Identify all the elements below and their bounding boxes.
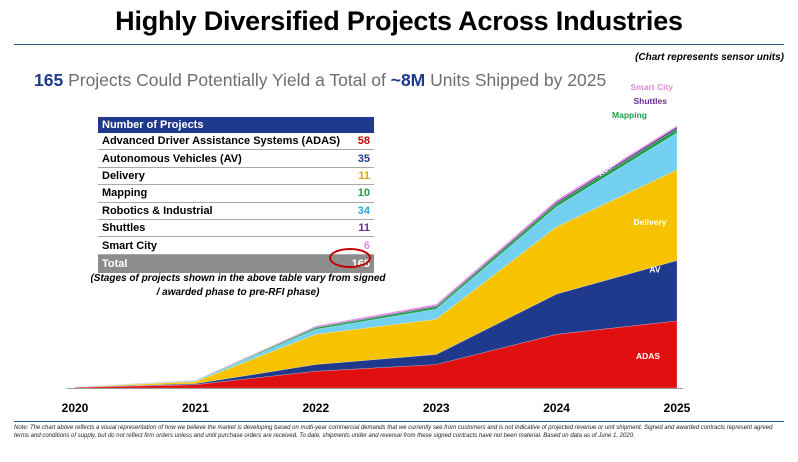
table-row-delivery: Delivery 11 xyxy=(98,167,374,186)
total-highlight-oval xyxy=(329,248,371,268)
area-label-smart-city: Smart City xyxy=(630,82,673,92)
x-tick-label-2023: 2023 xyxy=(423,401,450,415)
page-title: Highly Diversified Projects Across Indus… xyxy=(115,6,683,36)
row-label: Smart City xyxy=(98,236,345,255)
row-label: Robotics & Industrial xyxy=(98,202,345,220)
projects-table-title: Number of Projects xyxy=(98,117,374,133)
headline-unit-total: ~8M xyxy=(390,70,426,90)
total-label: Total xyxy=(98,254,345,273)
x-tick-label-2024: 2024 xyxy=(543,401,570,415)
headline-text-1: Projects Could Potentially Yield a Total… xyxy=(63,70,391,90)
footnote-divider xyxy=(14,421,784,422)
x-tick-label-2025: 2025 xyxy=(664,401,691,415)
x-tick-label-2022: 2022 xyxy=(302,401,329,415)
row-value: 11 xyxy=(344,219,374,238)
area-label-shuttles: Shuttles xyxy=(633,96,667,106)
area-smart-city xyxy=(74,124,678,388)
row-label: Mapping xyxy=(98,184,345,203)
area-label-av: AV xyxy=(649,265,661,275)
area-shuttles xyxy=(74,126,678,388)
area-label-mapping: Mapping xyxy=(612,110,647,120)
x-tick-label-2021: 2021 xyxy=(182,401,209,415)
footnote: Note: The chart above reflects a visual … xyxy=(14,425,773,439)
stages-note: (Stages of projects shown in the above t… xyxy=(90,273,386,298)
row-label: Autonomous Vehicles (AV) xyxy=(98,149,345,168)
row-label: Advanced Driver Assistance Systems (ADAS… xyxy=(98,133,345,151)
area-label-adas: ADAS xyxy=(636,351,660,361)
projects-table: Number of Projects Advanced Driver Assis… xyxy=(98,117,374,273)
table-row-av: Autonomous Vehicles (AV) 35 xyxy=(98,149,374,168)
row-value: 35 xyxy=(344,149,374,168)
headline: 165 Projects Could Potentially Yield a T… xyxy=(34,70,606,91)
row-label: Shuttles xyxy=(98,219,345,238)
table-row-mapping: Mapping 10 xyxy=(98,184,374,203)
table-row-shuttles: Shuttles 11 xyxy=(98,219,374,238)
projects-table-header: Number of Projects xyxy=(98,117,374,133)
area-av xyxy=(74,260,678,388)
row-value: 11 xyxy=(344,167,374,186)
row-value: 58 xyxy=(344,133,374,151)
title-divider xyxy=(14,44,784,45)
chart-note: (Chart represents sensor units) xyxy=(635,52,784,63)
headline-project-count: 165 xyxy=(34,70,64,90)
row-label: Delivery xyxy=(98,167,345,186)
x-tick-label-2020: 2020 xyxy=(62,401,89,415)
area-delivery xyxy=(74,169,678,388)
area-label-delivery: Delivery xyxy=(633,217,666,227)
table-row-adas: Advanced Driver Assistance Systems (ADAS… xyxy=(98,133,374,151)
table-row-robotics: Robotics & Industrial 34 xyxy=(98,202,374,220)
row-value: 10 xyxy=(344,184,374,203)
row-value: 34 xyxy=(344,202,374,220)
headline-text-2: Units Shipped by 2025 xyxy=(425,70,607,90)
